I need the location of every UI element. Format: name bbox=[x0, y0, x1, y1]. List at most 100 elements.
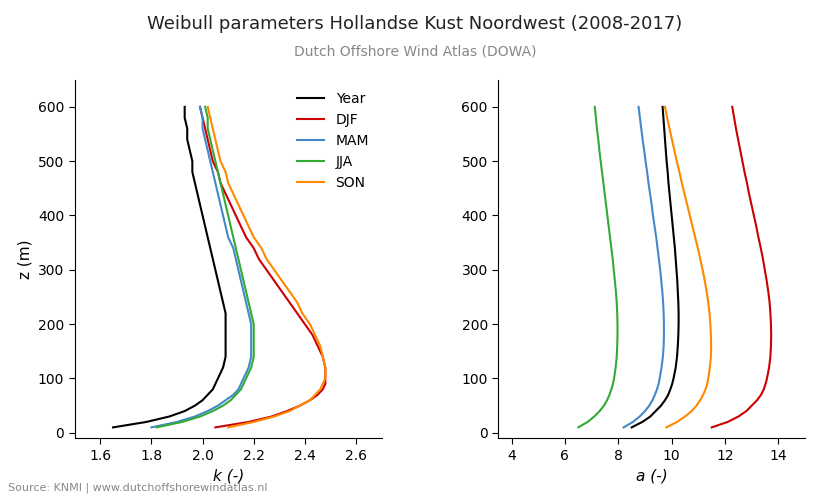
MAM bbox=[238, 288, 248, 294]
JJA bbox=[599, 403, 609, 409]
DJF bbox=[756, 392, 766, 398]
Year bbox=[674, 321, 684, 327]
MAM bbox=[216, 202, 226, 208]
JJA bbox=[210, 158, 220, 164]
JJA bbox=[608, 381, 618, 387]
JJA bbox=[216, 180, 226, 186]
JJA bbox=[574, 424, 583, 430]
Year bbox=[141, 419, 151, 425]
Year bbox=[205, 245, 215, 251]
MAM bbox=[628, 419, 638, 425]
DJF bbox=[226, 202, 236, 208]
Text: Weibull parameters Hollandse Kust Noordwest (2008-2017): Weibull parameters Hollandse Kust Noordw… bbox=[148, 15, 682, 33]
DJF bbox=[318, 354, 328, 360]
Text: Source: KNMI | www.dutchoffshorewindatlas.nl: Source: KNMI | www.dutchoffshorewindatla… bbox=[8, 483, 268, 493]
MAM bbox=[654, 256, 664, 262]
SON bbox=[318, 381, 328, 387]
SON bbox=[310, 392, 320, 398]
MAM bbox=[645, 191, 655, 197]
SON bbox=[310, 332, 320, 338]
DJF bbox=[266, 413, 276, 419]
Line: MAM: MAM bbox=[623, 107, 664, 427]
Year bbox=[216, 288, 226, 294]
Year bbox=[179, 104, 189, 110]
Year bbox=[666, 202, 676, 208]
SON bbox=[698, 267, 708, 273]
SON bbox=[680, 413, 690, 419]
SON bbox=[662, 115, 672, 121]
Text: Dutch Offshore Wind Atlas (DOWA): Dutch Offshore Wind Atlas (DOWA) bbox=[294, 45, 536, 59]
MAM bbox=[208, 169, 217, 175]
MAM bbox=[221, 224, 231, 230]
Line: JJA: JJA bbox=[579, 107, 618, 427]
SON bbox=[669, 147, 679, 153]
MAM bbox=[236, 278, 246, 284]
DJF bbox=[731, 125, 741, 131]
Year bbox=[671, 256, 681, 262]
MAM bbox=[247, 354, 256, 360]
Y-axis label: z (m): z (m) bbox=[17, 239, 32, 279]
JJA bbox=[238, 278, 248, 284]
SON bbox=[696, 397, 706, 403]
DJF bbox=[210, 424, 220, 430]
JJA bbox=[591, 115, 601, 121]
Year bbox=[190, 180, 200, 186]
MAM bbox=[647, 397, 657, 403]
MAM bbox=[647, 202, 657, 208]
Year bbox=[671, 365, 681, 371]
DJF bbox=[759, 267, 769, 273]
JJA bbox=[610, 278, 620, 284]
Year bbox=[218, 365, 228, 371]
Year bbox=[188, 158, 198, 164]
MAM bbox=[618, 424, 628, 430]
JJA bbox=[236, 267, 246, 273]
MAM bbox=[233, 386, 243, 392]
Year bbox=[210, 381, 220, 387]
MAM bbox=[658, 354, 668, 360]
SON bbox=[305, 321, 315, 327]
MAM bbox=[244, 365, 254, 371]
DJF bbox=[305, 397, 315, 403]
DJF bbox=[313, 392, 323, 398]
MAM bbox=[657, 278, 666, 284]
SON bbox=[249, 234, 259, 240]
DJF bbox=[198, 115, 208, 121]
SON bbox=[703, 299, 713, 305]
DJF bbox=[203, 136, 212, 142]
JJA bbox=[612, 354, 622, 360]
Year bbox=[673, 299, 683, 305]
JJA bbox=[594, 408, 604, 414]
JJA bbox=[613, 321, 622, 327]
DJF bbox=[231, 213, 241, 219]
DJF bbox=[766, 321, 776, 327]
DJF bbox=[764, 288, 774, 294]
JJA bbox=[226, 397, 236, 403]
JJA bbox=[602, 397, 612, 403]
X-axis label: a (-): a (-) bbox=[636, 468, 667, 483]
Year bbox=[221, 332, 231, 338]
Year bbox=[200, 224, 210, 230]
SON bbox=[698, 392, 708, 398]
Year bbox=[198, 397, 208, 403]
MAM bbox=[236, 381, 246, 387]
DJF bbox=[734, 413, 744, 419]
MAM bbox=[213, 403, 223, 409]
MAM bbox=[655, 267, 665, 273]
Year bbox=[208, 256, 217, 262]
Line: DJF: DJF bbox=[711, 107, 771, 427]
Year bbox=[108, 424, 118, 430]
MAM bbox=[659, 332, 669, 338]
MAM bbox=[658, 299, 668, 305]
SON bbox=[676, 180, 686, 186]
SON bbox=[662, 424, 671, 430]
DJF bbox=[762, 375, 772, 381]
JJA bbox=[241, 375, 251, 381]
Year bbox=[190, 403, 200, 409]
JJA bbox=[613, 310, 622, 316]
SON bbox=[223, 424, 233, 430]
DJF bbox=[244, 419, 254, 425]
Year bbox=[668, 375, 678, 381]
Year bbox=[179, 115, 189, 121]
DJF bbox=[762, 278, 772, 284]
JJA bbox=[603, 213, 613, 219]
